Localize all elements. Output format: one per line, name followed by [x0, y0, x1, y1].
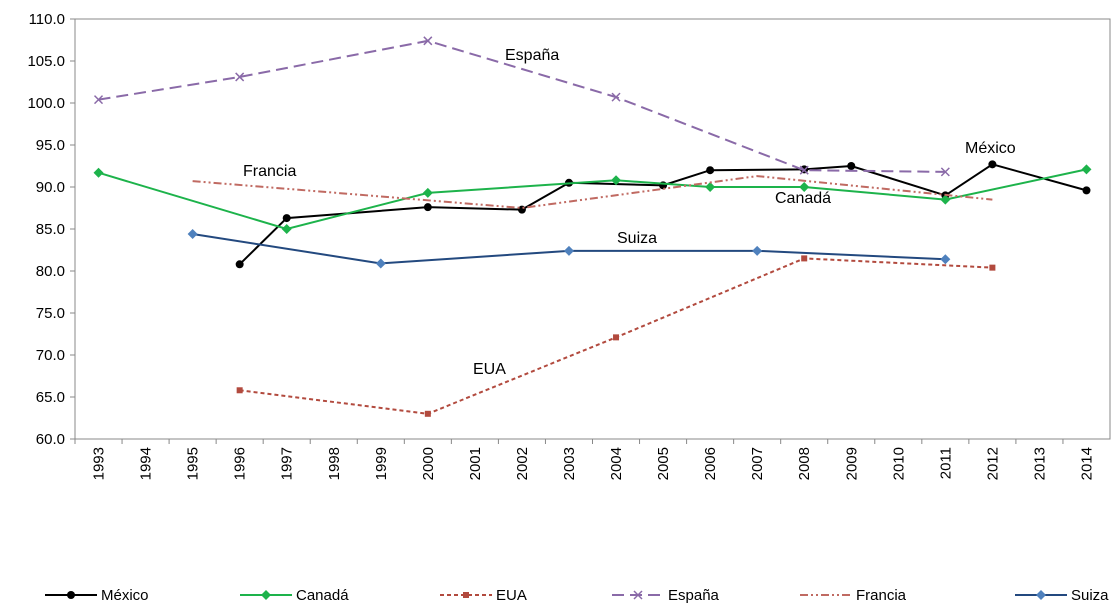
legend-marker — [463, 592, 469, 598]
point — [988, 160, 997, 169]
y-tick-label: 85.0 — [36, 221, 65, 238]
point — [424, 410, 431, 417]
y-tick-label: 110.0 — [29, 11, 65, 28]
point — [563, 245, 574, 256]
x-tick-label: 2009 — [843, 447, 860, 480]
x-tick-label: 2008 — [796, 447, 813, 480]
x-tick-label: 2010 — [890, 447, 907, 480]
x-tick-label: 2013 — [1031, 447, 1048, 480]
x-tick-label: 2004 — [608, 447, 625, 480]
point — [799, 165, 809, 175]
point — [940, 167, 950, 177]
point — [611, 92, 621, 102]
point — [989, 264, 996, 271]
point — [752, 245, 763, 256]
x-tick-label: 1995 — [185, 447, 202, 480]
point — [422, 187, 433, 198]
x-tick-label: 1998 — [326, 447, 343, 480]
y-tick-label: 70.0 — [36, 347, 65, 364]
series-line — [98, 168, 1087, 231]
point — [423, 36, 433, 46]
x-tick-label: 1997 — [279, 447, 296, 480]
x-tick-label: 1996 — [232, 447, 249, 480]
plot-frame — [74, 18, 1111, 440]
legend-marker — [633, 590, 643, 600]
point — [847, 162, 856, 170]
x-tick-label: 2011 — [937, 447, 954, 479]
point — [1082, 186, 1091, 195]
legend-marker — [261, 590, 271, 600]
annotation: México — [965, 140, 1016, 157]
x-tick-label: 2005 — [655, 447, 672, 480]
x-tick-label: 2002 — [514, 447, 531, 480]
series-line — [238, 163, 1087, 265]
x-tick-label: 2007 — [749, 447, 766, 480]
x-tick-label: 1999 — [373, 447, 390, 480]
point — [613, 334, 620, 341]
point — [93, 167, 104, 178]
y-tick-label: 90.0 — [36, 179, 65, 196]
y-tick-label: 100.0 — [27, 95, 65, 112]
y-tick-label: 105.0 — [27, 53, 65, 70]
y-tick-label: 75.0 — [36, 305, 65, 322]
annotation: España — [505, 47, 559, 64]
annotation: Suiza — [617, 230, 657, 247]
point — [235, 260, 244, 269]
point — [93, 95, 104, 105]
legend-label: España — [668, 587, 720, 604]
point — [235, 72, 245, 82]
point — [282, 214, 291, 223]
x-tick-label: 1994 — [138, 447, 155, 480]
x-tick-label: 1993 — [91, 447, 108, 480]
annotation: EUA — [473, 361, 506, 378]
point — [611, 175, 622, 186]
y-tick-label: 65.0 — [36, 389, 65, 406]
annotation: Francia — [243, 163, 296, 180]
legend-label: EUA — [496, 587, 527, 604]
x-tick-label: 2003 — [561, 447, 578, 480]
point — [799, 182, 810, 192]
legend-label: México — [101, 587, 149, 604]
point — [940, 254, 951, 265]
legend-marker — [1036, 590, 1046, 600]
x-tick-label: 2012 — [984, 447, 1001, 480]
x-tick-label: 2001 — [467, 447, 484, 480]
point — [423, 203, 432, 212]
series-line — [98, 39, 946, 173]
point — [1081, 164, 1092, 175]
point — [801, 255, 808, 262]
point — [187, 229, 198, 240]
legend-label: Francia — [856, 587, 907, 604]
y-tick-label: 60.0 — [36, 431, 65, 448]
point — [940, 194, 951, 205]
point — [375, 258, 386, 269]
point — [706, 166, 715, 175]
x-tick-label: 2006 — [702, 447, 719, 480]
point — [705, 182, 716, 192]
legend-label: Canadá — [296, 587, 349, 604]
y-tick-label: 95.0 — [36, 137, 65, 154]
point — [281, 224, 292, 234]
legend-label: Suiza — [1071, 587, 1109, 604]
y-tick-label: 80.0 — [36, 263, 65, 280]
point — [236, 387, 243, 394]
annotation: Canadá — [775, 190, 831, 207]
x-tick-label: 2014 — [1078, 447, 1095, 480]
x-tick-label: 2000 — [420, 447, 437, 480]
legend-marker — [67, 591, 75, 599]
